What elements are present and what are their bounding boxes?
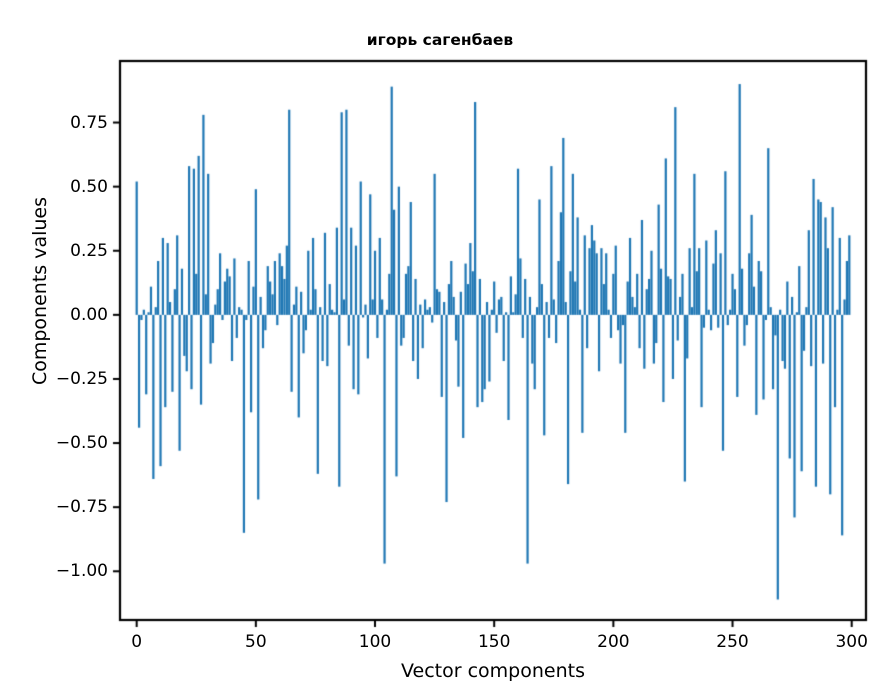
y-tick-label: −1.00 — [55, 561, 108, 582]
x-axis-label: Vector components — [401, 660, 585, 682]
x-tick-label: 300 — [835, 632, 868, 652]
y-tick-label: −0.25 — [55, 368, 108, 389]
x-tick-label: 250 — [716, 632, 749, 652]
y-tick-label: −0.75 — [55, 497, 108, 518]
x-tick-label: 0 — [131, 632, 143, 652]
x-tick-label: 100 — [358, 632, 392, 652]
y-tick-label: 0.50 — [70, 176, 108, 197]
y-tick-label: 0.75 — [70, 112, 108, 133]
y-axis-label: Components values — [29, 196, 51, 386]
y-tick-label: 0.00 — [70, 304, 108, 325]
x-tick-label: 50 — [245, 632, 267, 652]
y-tick-label: 0.25 — [70, 240, 108, 261]
x-tick-label: 200 — [597, 632, 630, 652]
y-tick-label: −0.50 — [55, 433, 108, 454]
x-tick-label: 150 — [477, 632, 511, 652]
